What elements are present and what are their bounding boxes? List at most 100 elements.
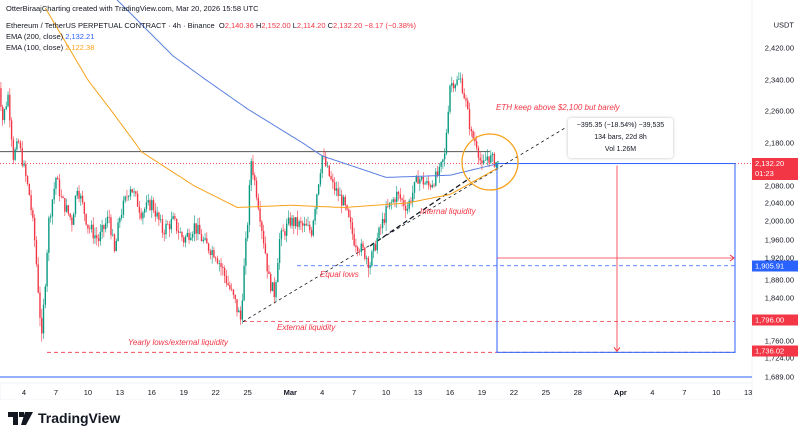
candle — [117, 222, 119, 242]
candle — [202, 239, 204, 242]
candle — [108, 216, 110, 218]
candle — [232, 289, 235, 295]
candle — [341, 194, 343, 206]
candle — [73, 213, 75, 225]
candle — [435, 171, 437, 186]
open-label: O — [218, 21, 225, 30]
ema100-line — [44, 7, 498, 209]
candle — [458, 78, 460, 80]
date-tick: 22 — [509, 388, 519, 397]
candle — [69, 213, 71, 218]
candle — [71, 217, 73, 225]
price-chart[interactable] — [0, 0, 800, 400]
candle — [138, 206, 141, 213]
ohlc-legend: Ethereum / TetherUS PERPETUAL CONTRACT ·… — [6, 21, 416, 30]
trendline-dotted — [242, 127, 566, 322]
candle — [136, 193, 139, 207]
high-label: H — [256, 21, 262, 30]
last-price-tag: 2,132.20 01:23 — [752, 158, 798, 180]
candle — [140, 212, 142, 219]
candle — [147, 200, 149, 203]
candle — [428, 181, 430, 186]
candle — [325, 156, 327, 166]
candle — [55, 177, 57, 189]
candle — [431, 184, 433, 188]
candle — [261, 221, 263, 231]
date-tick: 28 — [573, 388, 582, 397]
date-tick: 4 — [650, 388, 655, 397]
candle — [289, 217, 291, 226]
candle — [300, 221, 302, 223]
date-tick: 16 — [147, 388, 156, 397]
candle — [483, 160, 485, 164]
candle — [250, 161, 252, 186]
candle — [328, 165, 330, 177]
candle — [401, 198, 403, 201]
candle — [220, 263, 222, 267]
annotation-yearly-lows: Yearly lows/external liquidity — [128, 338, 229, 347]
candle — [126, 196, 128, 198]
candle — [303, 223, 306, 226]
candle — [278, 239, 281, 263]
candle — [417, 176, 419, 184]
candle — [282, 230, 284, 232]
candle — [87, 224, 89, 229]
tradingview-logo[interactable]: TradingView — [8, 410, 120, 426]
candle — [28, 184, 31, 196]
candle — [358, 251, 361, 252]
candle — [449, 85, 451, 112]
date-tick: Apr — [613, 388, 627, 397]
candle — [88, 228, 91, 230]
candle — [342, 196, 345, 206]
candle — [181, 232, 183, 238]
candle — [12, 139, 15, 160]
candle — [257, 197, 259, 209]
date-tick: 19 — [179, 388, 188, 397]
candle — [309, 224, 311, 231]
candle — [376, 238, 378, 251]
candle — [44, 286, 46, 305]
candle — [211, 250, 213, 255]
candle — [335, 188, 338, 191]
price-tick: 2,260.00 — [764, 106, 794, 116]
candle — [422, 176, 425, 185]
candle — [119, 217, 121, 223]
candle — [271, 282, 274, 292]
candle — [394, 199, 396, 202]
candle — [209, 250, 212, 255]
brand-name: TradingView — [38, 410, 121, 426]
candle — [103, 225, 105, 229]
candle — [408, 200, 410, 209]
trendline-dashed — [369, 177, 471, 247]
symbol-title[interactable]: Ethereum / TetherUS PERPETUAL CONTRACT ·… — [6, 21, 215, 30]
candle — [163, 232, 165, 235]
candle — [83, 202, 86, 214]
candle — [415, 176, 417, 182]
candle — [174, 216, 176, 219]
candle — [57, 177, 59, 180]
price-tick: 1,840.00 — [764, 293, 794, 303]
candle — [241, 300, 244, 320]
candle — [378, 227, 380, 239]
candle — [94, 235, 96, 239]
ema100-legend[interactable]: EMA (100, close) 2,122.38 — [6, 43, 94, 52]
price-tick: 1,724.00 — [764, 353, 794, 363]
candle — [287, 217, 290, 224]
candle — [97, 238, 100, 242]
candle — [33, 217, 36, 241]
candle — [440, 162, 442, 167]
candle — [307, 224, 309, 226]
candle — [348, 209, 350, 217]
candle — [60, 196, 62, 197]
date-tick: 4 — [320, 388, 325, 397]
candle — [243, 265, 245, 301]
candle — [383, 218, 386, 223]
equal-lows-tag: 1,905.91 — [752, 260, 798, 272]
ema200-legend[interactable]: EMA (200, close) 2,132.21 — [6, 32, 94, 41]
close-value: 2,132.20 — [333, 21, 363, 30]
candle — [387, 206, 389, 207]
ema200-label: EMA (200, close) — [6, 32, 64, 41]
candle — [120, 214, 123, 218]
candle — [175, 218, 178, 231]
candle — [131, 189, 133, 193]
